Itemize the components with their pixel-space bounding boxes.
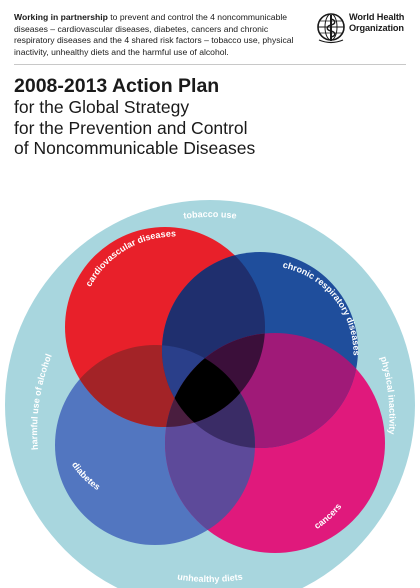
intro-text: Working in partnership to prevent and co… bbox=[14, 12, 310, 58]
header-divider bbox=[14, 64, 406, 65]
title-line4: of Noncommunicable Diseases bbox=[14, 138, 256, 158]
title-line2: for the Global Strategy bbox=[14, 97, 190, 117]
cover-title: 2008-2013 Action Plan for the Global Str… bbox=[14, 76, 406, 159]
who-emblem-icon bbox=[317, 13, 345, 44]
intro-bold: Working in partnership bbox=[14, 12, 108, 22]
who-line2: Organization bbox=[349, 22, 404, 33]
who-line1: World Health bbox=[349, 12, 405, 22]
overlap-center-all bbox=[165, 345, 255, 427]
label-tobacco-use: tobacco use bbox=[183, 209, 237, 221]
who-logo: World Health Organization bbox=[316, 12, 416, 46]
title-line3: for the Prevention and Control bbox=[14, 117, 248, 138]
venn-diagram: tobacco use physical inactivity unhealth… bbox=[5, 200, 415, 588]
intro-rest: to prevent and control the 4 noncommunic… bbox=[14, 12, 294, 57]
title-main: 2008-2013 Action Plan bbox=[14, 75, 220, 97]
label-unhealthy-diets: unhealthy diets bbox=[177, 571, 244, 584]
disease-circles bbox=[55, 227, 385, 553]
who-wordmark: World Health Organization bbox=[349, 12, 404, 33]
